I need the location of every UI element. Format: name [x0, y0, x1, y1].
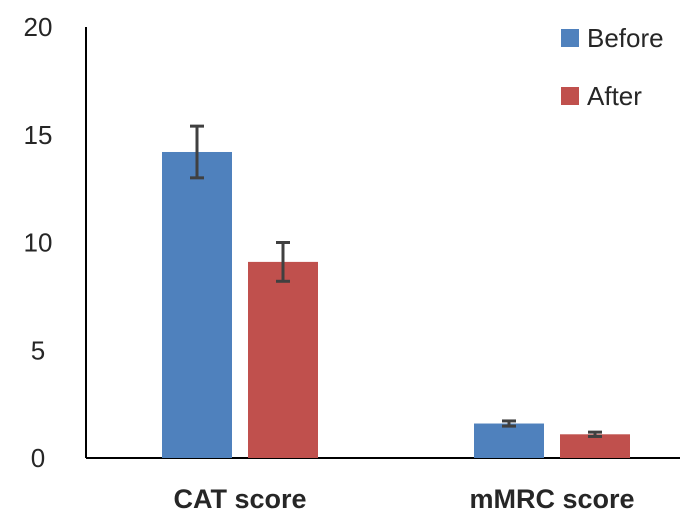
- y-tick-label: 0: [31, 443, 45, 473]
- y-tick-label: 5: [31, 335, 45, 365]
- legend: Before After: [561, 23, 664, 111]
- legend-label: After: [587, 81, 642, 111]
- category-label: mMRC score: [469, 484, 634, 514]
- y-tick-label: 20: [24, 12, 53, 42]
- y-axis-ticks: 0 5 10 15 20: [24, 12, 53, 473]
- y-tick-label: 10: [24, 228, 53, 258]
- bar-before-2: [474, 423, 544, 458]
- error-bars-group: [190, 124, 602, 438]
- legend-swatch: [561, 29, 579, 47]
- category-label: CAT score: [173, 484, 306, 514]
- bars-group: [162, 151, 630, 459]
- category-labels: CAT score mMRC score: [173, 484, 634, 514]
- bar-after-1: [248, 261, 318, 458]
- bar-after-2: [560, 434, 630, 458]
- y-tick-label: 15: [24, 120, 53, 150]
- bar-before-1: [162, 151, 232, 459]
- legend-label: Before: [587, 23, 664, 53]
- legend-swatch: [561, 87, 579, 105]
